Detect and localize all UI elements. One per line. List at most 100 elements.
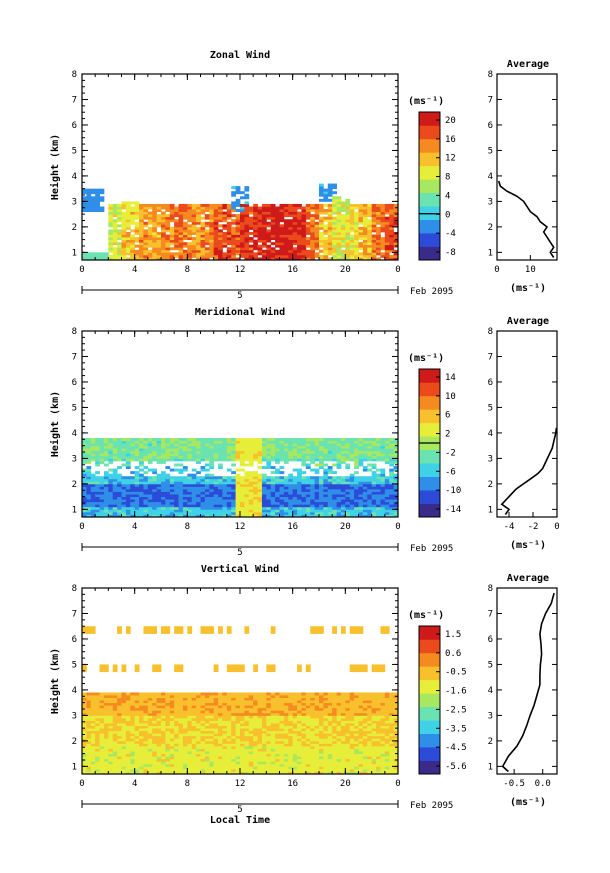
heatmap-cell <box>384 478 390 482</box>
heatmap-cell <box>130 735 136 739</box>
heatmap-cell <box>349 450 355 454</box>
heatmap-cell <box>169 488 175 492</box>
heatmap-cell <box>292 481 298 485</box>
heatmap-cell <box>310 496 316 500</box>
heatmap-cell <box>248 491 254 495</box>
heatmap-cell <box>301 237 307 241</box>
heatmap-cell <box>196 692 201 696</box>
heatmap-cell <box>125 443 131 447</box>
heatmap-cell <box>95 712 100 716</box>
heatmap-cell <box>191 203 197 207</box>
heatmap-cell <box>174 745 179 749</box>
heatmap-cell <box>319 483 324 487</box>
heatmap-cell <box>371 445 377 449</box>
heatmap-cell <box>152 494 158 498</box>
heatmap-cell <box>165 707 171 711</box>
heatmap-cell <box>213 226 219 230</box>
heatmap-cell <box>279 257 285 261</box>
heatmap-cell <box>112 720 118 724</box>
heatmap-cell <box>82 504 87 508</box>
heatmap-cell <box>90 196 96 200</box>
heatmap-cell <box>134 501 140 505</box>
heatmap-cell <box>174 445 179 449</box>
heatmap-cell <box>152 511 158 515</box>
heatmap-cell <box>222 448 228 452</box>
heatmap-cell <box>147 234 153 238</box>
heatmap-cell <box>266 463 272 467</box>
heatmap-cell <box>174 743 179 747</box>
heatmap-cell <box>283 504 289 508</box>
heatmap-cell <box>349 496 355 500</box>
heatmap-cell <box>209 710 215 714</box>
heatmap-cell <box>235 257 241 261</box>
colorbar-tick-label: 8 <box>445 173 450 183</box>
heatmap-cell <box>121 455 127 459</box>
heatmap-cell <box>191 226 197 230</box>
heatmap-cell <box>305 453 311 457</box>
heatmap-cell <box>82 751 87 755</box>
heatmap-cell <box>156 206 162 210</box>
heatmap-cell <box>319 486 324 490</box>
x-tick-label: 0 <box>79 522 84 532</box>
heatmap-cell <box>156 511 162 515</box>
heatmap-cell <box>319 501 324 505</box>
heatmap-cell <box>86 692 92 696</box>
heatmap-cell <box>187 229 193 233</box>
heatmap-cell <box>117 692 122 696</box>
heatmap-cell <box>112 707 118 711</box>
heatmap-cell <box>319 249 324 253</box>
heatmap-cell <box>213 717 219 721</box>
heatmap-cell <box>86 761 92 765</box>
heatmap-cell <box>279 226 285 230</box>
heatmap-cell <box>196 511 201 515</box>
heatmap-cell <box>139 756 144 760</box>
heatmap-cell <box>266 453 272 457</box>
heatmap-cell <box>327 244 333 248</box>
heatmap-cell <box>332 249 337 253</box>
heatmap-cell <box>213 697 219 701</box>
x-tick-label: 12 <box>235 522 246 532</box>
heatmap-cell <box>117 455 122 459</box>
heatmap-cell <box>393 216 399 220</box>
heatmap-cell <box>367 214 373 218</box>
heatmap-cell <box>301 483 307 487</box>
heatmap-cell <box>244 244 250 248</box>
heatmap-cell <box>292 254 298 258</box>
heatmap-cell <box>130 758 136 762</box>
heatmap-cell <box>384 458 390 462</box>
heatmap-cell <box>323 247 329 251</box>
heatmap-cell <box>209 209 215 212</box>
heatmap-cell <box>182 751 188 755</box>
heatmap-cell <box>125 723 131 726</box>
heatmap-cell <box>182 506 188 510</box>
heatmap-cell <box>108 257 114 261</box>
heatmap-cell <box>108 720 114 724</box>
heatmap-cell <box>187 247 193 251</box>
heatmap-cell <box>305 494 311 498</box>
heatmap-cell <box>108 745 114 749</box>
heatmap-cell <box>200 771 206 775</box>
heatmap-cell <box>226 242 232 246</box>
heatmap-cell <box>389 214 395 218</box>
heatmap-cell <box>134 221 140 225</box>
heatmap-cell <box>349 221 355 225</box>
heatmap-cell <box>112 511 118 515</box>
heatmap-cell <box>323 458 329 462</box>
heatmap-cell <box>169 494 175 498</box>
heatmap-cell <box>139 733 144 737</box>
heatmap-cell <box>178 751 184 755</box>
heatmap-cell <box>310 254 316 258</box>
heatmap-cell <box>261 216 267 220</box>
heatmap-cell <box>147 748 153 752</box>
heatmap-cell <box>319 198 324 202</box>
y-tick-label: 7 <box>72 352 77 362</box>
heatmap-cell <box>82 496 87 500</box>
heatmap-cell <box>125 214 131 218</box>
heatmap-cell <box>376 453 381 457</box>
heatmap-cell <box>218 254 223 258</box>
heatmap-cell <box>139 247 144 251</box>
heatmap-cell <box>182 496 188 500</box>
heatmap-cell <box>297 445 302 449</box>
heatmap-cell <box>319 478 324 482</box>
